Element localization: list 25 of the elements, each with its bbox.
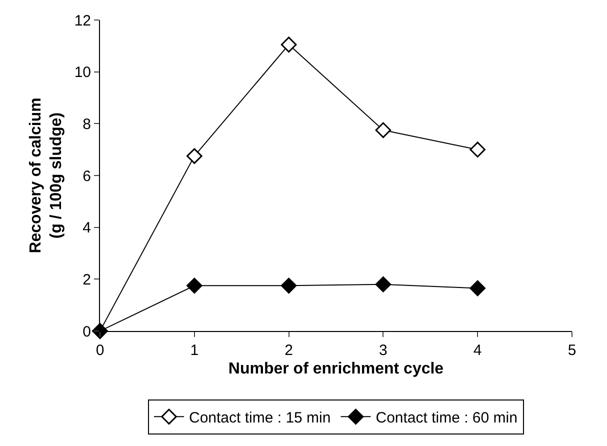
x-tick-label: 5	[568, 342, 576, 359]
legend-label: Contact time : 60 min	[376, 410, 518, 427]
y-tick-label: 0	[82, 323, 91, 340]
y-axis-title: Recovery of calcium (g / 100g sludge)	[27, 98, 66, 254]
point	[375, 122, 392, 138]
x-tick-label: 2	[284, 342, 293, 359]
legend-label: Contact time : 15 min	[189, 410, 331, 427]
point	[375, 276, 392, 292]
point	[186, 278, 202, 294]
point	[280, 36, 297, 53]
x-tick-label: 3	[379, 342, 388, 359]
x-tick-label: 1	[190, 342, 199, 359]
y-tick-label: 10	[74, 64, 91, 82]
x-axis-title: Number of enrichment cycle	[228, 360, 444, 378]
point	[280, 278, 297, 294]
point	[186, 148, 202, 164]
y-tick-label: 2	[82, 271, 91, 288]
point	[470, 142, 486, 158]
y-tick-label: 8	[82, 116, 91, 133]
x-tick-label: 0	[96, 342, 104, 359]
y-tick-label: 4	[82, 220, 91, 237]
y-tick-label: 6	[82, 168, 91, 185]
point	[470, 280, 486, 296]
y-tick-label: 12	[74, 12, 91, 30]
x-tick-label: 4	[473, 342, 482, 359]
